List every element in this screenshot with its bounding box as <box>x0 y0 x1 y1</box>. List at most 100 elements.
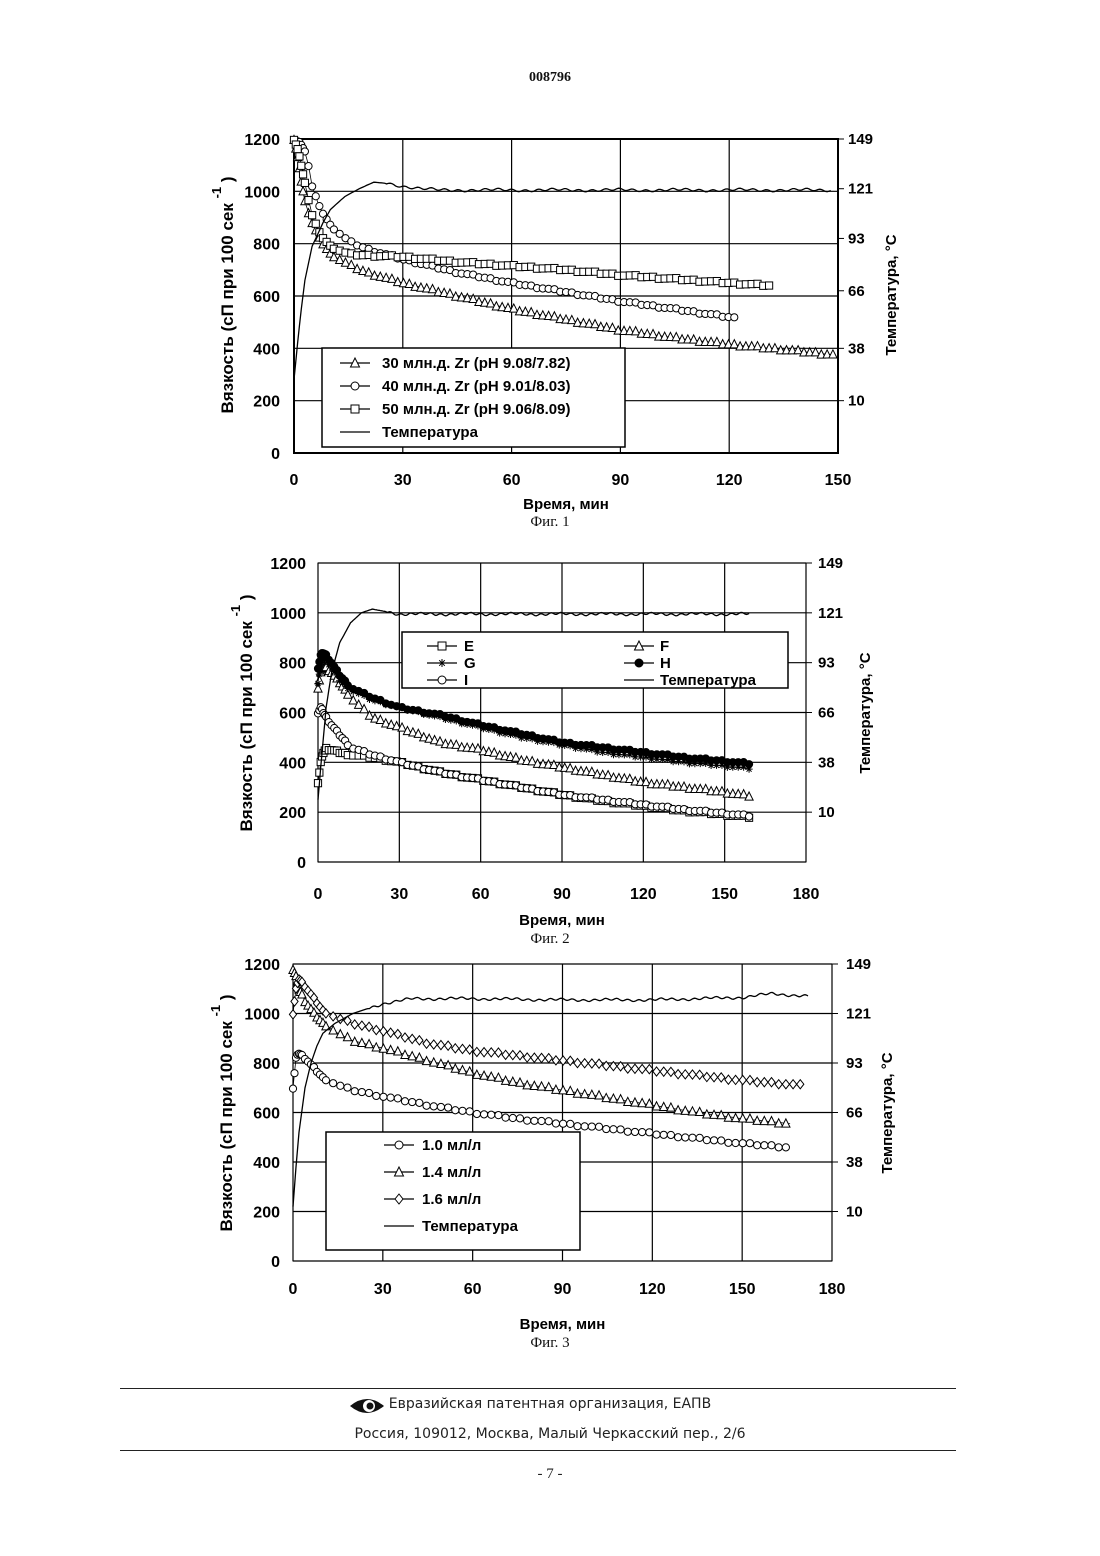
data-point <box>574 1058 581 1067</box>
x-tick-label: 120 <box>716 472 743 489</box>
data-point <box>732 1139 739 1146</box>
data-point <box>746 1140 753 1147</box>
data-point <box>527 308 535 316</box>
data-point <box>466 1108 473 1115</box>
data-point <box>480 1048 487 1057</box>
x-tick-label: 150 <box>729 1281 756 1298</box>
y2-tick-label: 121 <box>848 181 873 198</box>
y-axis-label-superscript: -1 <box>209 187 224 199</box>
data-point <box>616 1095 624 1103</box>
data-point <box>574 1123 581 1130</box>
legend-label: I <box>464 672 468 689</box>
y-tick-label: 600 <box>253 289 280 306</box>
data-point <box>739 1114 747 1122</box>
data-point <box>754 1078 761 1087</box>
data-point <box>696 1070 703 1079</box>
y2-tick-label: 10 <box>818 804 835 821</box>
y-tick-label: 1200 <box>244 957 280 974</box>
data-point <box>373 1025 380 1034</box>
data-point <box>531 1117 538 1124</box>
data-point <box>538 1117 545 1124</box>
data-point <box>444 1061 452 1069</box>
y-tick-label: 600 <box>279 706 306 723</box>
data-point <box>409 1098 416 1105</box>
data-point <box>301 179 308 186</box>
y2-tick-label: 93 <box>846 1055 863 1072</box>
y2-tick-label: 121 <box>846 1006 871 1023</box>
data-point <box>717 1111 725 1119</box>
chart-canvas: 0200400600800100012000306090120150103866… <box>0 120 1100 520</box>
legend-label: 40 млн.д. Zr (pH 9.01/8.03) <box>382 378 570 395</box>
data-point <box>566 1086 574 1094</box>
document-number: 008796 <box>0 70 1100 86</box>
chart-legend: 1.0 мл/л1.4 мл/л1.6 мл/лТемпература <box>326 1132 580 1250</box>
data-point <box>316 658 323 665</box>
data-point <box>379 1044 387 1052</box>
x-tick-label: 60 <box>503 472 521 489</box>
data-point <box>689 1070 696 1079</box>
legend-label: F <box>660 638 669 655</box>
data-point <box>550 312 558 320</box>
data-point <box>305 163 312 170</box>
y2-tick-label: 38 <box>818 754 835 771</box>
x-tick-label: 120 <box>639 1281 666 1298</box>
footer-address: Россия, 109012, Москва, Малый Черкасский… <box>0 1426 1100 1442</box>
data-point <box>330 1080 337 1087</box>
y-axis-label-close: ) <box>217 994 236 1004</box>
data-point <box>309 183 316 190</box>
y-tick-label: 1000 <box>244 1007 280 1024</box>
y-tick-label: 800 <box>253 1056 280 1073</box>
y2-tick-label: 66 <box>846 1105 863 1122</box>
data-point <box>710 1137 717 1144</box>
data-point <box>725 1075 732 1084</box>
data-point <box>291 1070 298 1077</box>
data-point <box>775 1080 782 1089</box>
data-point <box>380 1093 387 1100</box>
data-point <box>745 813 752 820</box>
y-tick-label: 200 <box>253 1205 280 1222</box>
data-point <box>416 1099 423 1106</box>
data-point <box>445 1104 452 1111</box>
data-point <box>296 153 303 160</box>
chart-canvas: 0200400600800100012000306090120150180103… <box>0 545 1100 935</box>
data-point <box>401 1033 408 1042</box>
data-point <box>631 1128 638 1135</box>
y2-axis-label: Температура, °C <box>883 234 900 355</box>
data-point <box>595 1123 602 1130</box>
data-point <box>552 1120 559 1127</box>
figure-1-caption: Фиг. 1 <box>0 514 1100 531</box>
data-point <box>632 327 640 335</box>
data-point <box>351 1088 358 1095</box>
data-point <box>294 146 301 153</box>
y2-tick-label: 66 <box>848 283 865 300</box>
data-point <box>452 1107 459 1114</box>
legend-label: 30 млн.д. Zr (pH 9.08/7.82) <box>382 355 570 372</box>
series-line <box>293 979 802 1085</box>
data-point <box>531 1053 538 1062</box>
y2-tick-label: 149 <box>846 956 871 973</box>
legend-marker <box>438 676 446 684</box>
data-point <box>494 1073 502 1081</box>
data-point <box>672 332 680 340</box>
y-axis-label: Вязкость (сП при 100 сек -1 ) <box>209 176 237 413</box>
data-point <box>746 1114 754 1122</box>
data-point <box>538 1053 545 1062</box>
y-axis-label: Вязкость (сП при 100 сек -1 ) <box>208 994 236 1231</box>
y-tick-label: 400 <box>279 755 306 772</box>
y2-axis-label: Температура, °C <box>879 1052 896 1173</box>
x-tick-label: 90 <box>553 886 571 903</box>
figure-1-chart: 0200400600800100012000306090120150103866… <box>0 120 1100 520</box>
data-point <box>380 1027 387 1036</box>
y-axis-label-main: Вязкость (сП при 100 сек <box>217 1016 236 1231</box>
data-point <box>291 997 298 1006</box>
data-point <box>649 329 657 337</box>
legend-marker <box>351 382 359 390</box>
data-point <box>782 1080 789 1089</box>
data-point <box>690 335 698 343</box>
data-point <box>488 1048 495 1057</box>
data-point <box>509 1114 516 1121</box>
data-point <box>588 1123 595 1130</box>
data-point <box>394 1047 402 1055</box>
data-point <box>768 1078 775 1087</box>
data-point <box>595 1091 603 1099</box>
